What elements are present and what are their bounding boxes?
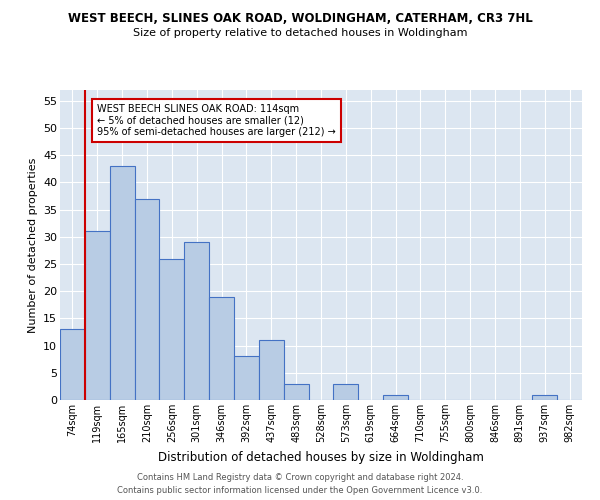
Text: Size of property relative to detached houses in Woldingham: Size of property relative to detached ho… bbox=[133, 28, 467, 38]
Bar bbox=[334, 384, 358, 400]
Bar bbox=[60, 330, 85, 400]
Y-axis label: Number of detached properties: Number of detached properties bbox=[28, 158, 38, 332]
Bar bbox=[134, 199, 160, 400]
Bar bbox=[532, 394, 557, 400]
Bar bbox=[209, 296, 234, 400]
Bar bbox=[259, 340, 284, 400]
X-axis label: Distribution of detached houses by size in Woldingham: Distribution of detached houses by size … bbox=[158, 450, 484, 464]
Bar bbox=[160, 258, 184, 400]
Bar bbox=[184, 242, 209, 400]
Bar bbox=[383, 394, 408, 400]
Bar bbox=[110, 166, 134, 400]
Bar bbox=[284, 384, 308, 400]
Text: Contains HM Land Registry data © Crown copyright and database right 2024.: Contains HM Land Registry data © Crown c… bbox=[137, 472, 463, 482]
Bar bbox=[85, 232, 110, 400]
Bar bbox=[234, 356, 259, 400]
Text: WEST BEECH, SLINES OAK ROAD, WOLDINGHAM, CATERHAM, CR3 7HL: WEST BEECH, SLINES OAK ROAD, WOLDINGHAM,… bbox=[68, 12, 532, 26]
Text: Contains public sector information licensed under the Open Government Licence v3: Contains public sector information licen… bbox=[118, 486, 482, 495]
Text: WEST BEECH SLINES OAK ROAD: 114sqm
← 5% of detached houses are smaller (12)
95% : WEST BEECH SLINES OAK ROAD: 114sqm ← 5% … bbox=[97, 104, 336, 137]
